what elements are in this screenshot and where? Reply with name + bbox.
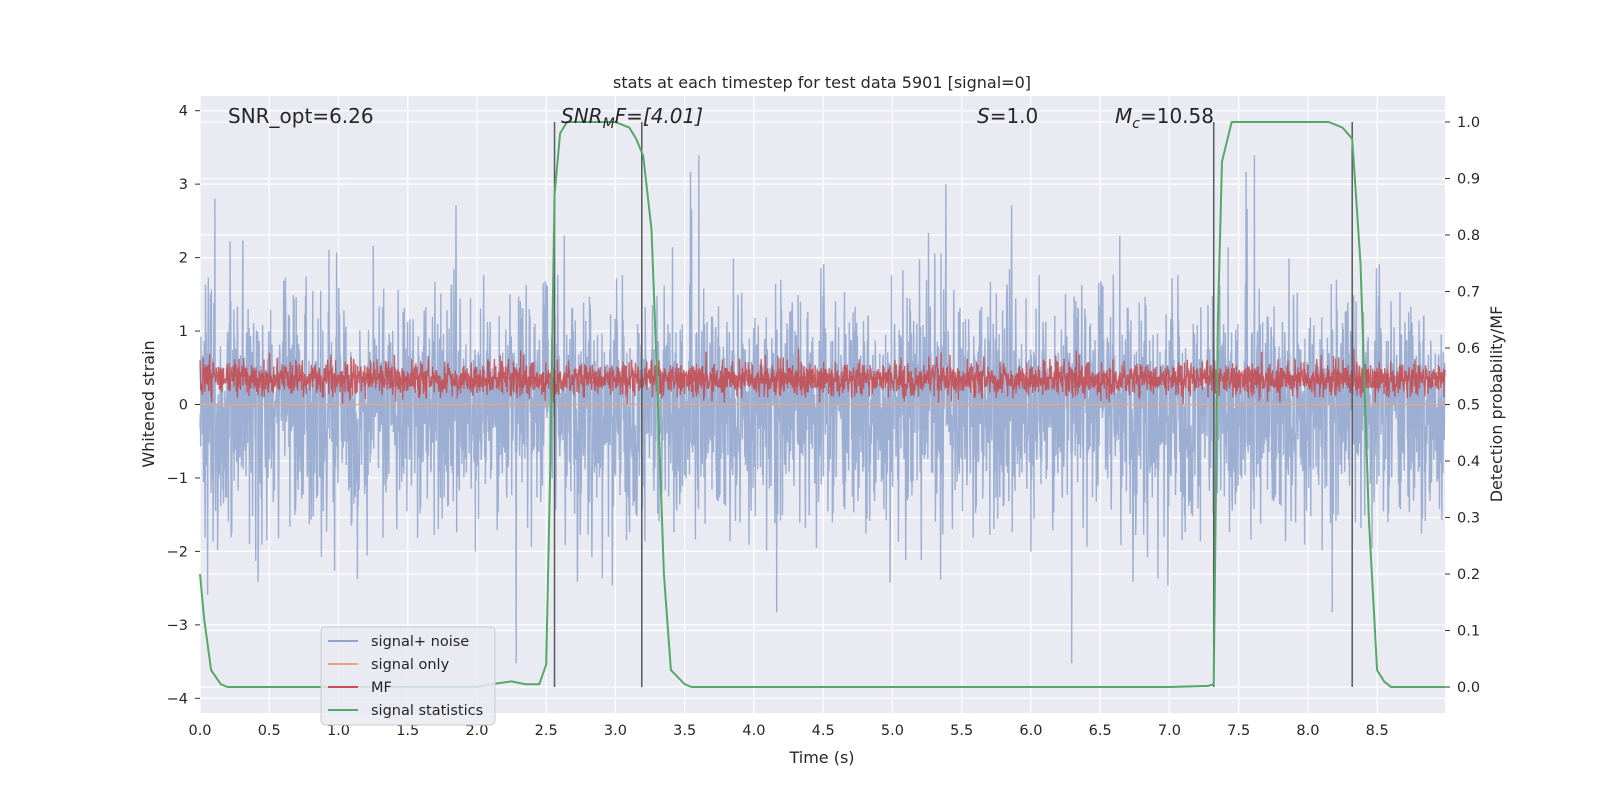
mf-series <box>199 348 1446 405</box>
y2-tick-label: 0.9 <box>1457 171 1480 187</box>
legend: signal+ noise signal only MF signal stat… <box>320 626 496 726</box>
legend-label-signal-only: signal only <box>371 657 450 673</box>
x-tick-label: 3.0 <box>604 723 627 739</box>
x-tick-label: 2.5 <box>535 723 558 739</box>
x-tick-label: 5.0 <box>881 723 904 739</box>
x-tick-label: 2.0 <box>465 723 488 739</box>
y2-tick-label: 0.5 <box>1457 398 1480 414</box>
x-tick-label: 6.5 <box>1089 723 1112 739</box>
s-value: =1.0 <box>990 104 1039 128</box>
snr-mf-sub: M <box>603 116 615 132</box>
mc-value: =10.58 <box>1140 104 1214 128</box>
x-tick-label: 4.0 <box>742 723 765 739</box>
x-tick-label: 3.5 <box>673 723 696 739</box>
y2-tick-label: 0.2 <box>1457 567 1480 583</box>
y2-tick-label: 0.3 <box>1457 511 1480 527</box>
y-tick-label: 3 <box>179 177 188 193</box>
signal-noise-series <box>199 155 1446 664</box>
x-tick-label: 6.0 <box>1019 723 1042 739</box>
annotation-mc: Mc=10.58 <box>1115 104 1214 132</box>
annotation-snr-mf: SNRMF=[4.01] <box>561 104 703 132</box>
x-tick-label: 0.5 <box>258 723 281 739</box>
x-tick-label: 4.5 <box>812 723 835 739</box>
y-tick-label: −3 <box>167 618 188 634</box>
chart-title: stats at each timestep for test data 590… <box>613 73 1031 92</box>
y2-tick-label: 0.4 <box>1457 454 1480 470</box>
y2-tick-label: 0.0 <box>1457 680 1480 696</box>
s-prefix: S <box>977 104 990 128</box>
legend-box <box>320 626 496 726</box>
y2-tick-label: 0.6 <box>1457 341 1480 357</box>
mf-line <box>199 348 1446 405</box>
x-axis-label: Time (s) <box>788 748 854 767</box>
snr-mf-prefix: SNR <box>561 104 603 128</box>
vertical-markers <box>553 121 1353 688</box>
x-tick-label: 5.5 <box>950 723 973 739</box>
y2-ticks: 1.0 0.9 0.8 0.7 0.6 0.5 0.4 0.3 0.2 0.1 0.0 <box>1445 115 1480 696</box>
y-ticks: 4 3 2 1 0 −1 −2 −3 −4 <box>167 104 200 707</box>
y-tick-label: 4 <box>179 104 188 120</box>
y2-tick-label: 1.0 <box>1457 115 1480 131</box>
legend-label-noise: signal+ noise <box>371 634 469 650</box>
x-tick-label: 7.5 <box>1227 723 1250 739</box>
y-tick-label: −2 <box>167 544 188 560</box>
x-tick-label: 0.0 <box>188 723 211 739</box>
y-tick-label: −4 <box>167 691 188 707</box>
mc-prefix: M <box>1115 104 1132 128</box>
signal-noise-line <box>199 155 1446 664</box>
y2-tick-label: 0.7 <box>1457 284 1480 300</box>
x-tick-label: 8.5 <box>1366 723 1389 739</box>
annotation-s: S=1.0 <box>977 104 1038 128</box>
x-tick-label: 7.0 <box>1158 723 1181 739</box>
y-tick-label: 1 <box>179 324 188 340</box>
legend-label-stats: signal statistics <box>371 703 483 719</box>
legend-label-mf: MF <box>371 680 392 696</box>
y2-tick-label: 0.8 <box>1457 228 1480 244</box>
y-tick-label: −1 <box>167 471 188 487</box>
x-tick-label: 8.0 <box>1296 723 1319 739</box>
x-tick-label: 1.0 <box>327 723 350 739</box>
y2-axis-label: Detection probability/MF <box>1487 306 1506 503</box>
x-ticks: 0.0 0.5 1.0 1.5 2.0 2.5 3.0 3.5 4.0 4.5 5.0 5.5 6.0 6… <box>188 723 1388 739</box>
mc-sub: c <box>1132 116 1140 132</box>
snr-mf-suffix: F=[4.01] <box>615 104 703 128</box>
x-tick-label: 1.5 <box>396 723 419 739</box>
y-tick-label: 0 <box>179 398 188 414</box>
y-axis-label: Whitened strain <box>139 340 158 467</box>
y2-tick-label: 0.1 <box>1457 624 1480 640</box>
y-tick-label: 2 <box>179 251 188 267</box>
annotation-snr-opt: SNR_opt=6.26 <box>228 104 374 128</box>
